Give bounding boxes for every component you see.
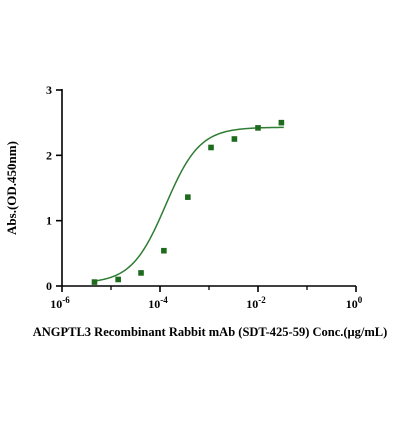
x-tick-exponent: 0 (358, 295, 363, 305)
data-point (185, 194, 191, 200)
x-tick-exponent: -2 (258, 295, 266, 305)
x-tick-label: 10-6 (50, 295, 70, 311)
y-axis-label: Abs.(OD.450nm) (4, 141, 19, 235)
x-tick-label: 100 (346, 295, 363, 311)
data-point (161, 247, 167, 254)
x-tick-exponent: -4 (160, 295, 168, 305)
x-tick-label: 10-4 (148, 295, 168, 311)
data-point (255, 125, 261, 131)
axis-labels: Abs.(OD.450nm) ANGPTL3 Recombinant Rabbi… (4, 141, 387, 339)
data-point (231, 136, 238, 142)
x-tick-exponent: -6 (62, 295, 70, 305)
x-tick-base: 10 (246, 297, 258, 311)
y-tick-label: 2 (46, 148, 52, 162)
x-tick-base: 10 (148, 297, 160, 311)
y-tick-label: 3 (46, 83, 52, 97)
x-tick-base: 10 (346, 297, 358, 311)
data-points-group (91, 119, 285, 285)
data-point (278, 119, 285, 126)
y-tick-label: 0 (46, 279, 52, 293)
x-tick-label: 10-2 (246, 295, 266, 311)
x-tick-base: 10 (50, 297, 62, 311)
y-tick-label: 1 (46, 214, 52, 228)
data-point (208, 144, 214, 151)
data-point (115, 276, 121, 283)
data-point (91, 279, 98, 285)
fit-curve-group (91, 126, 284, 283)
data-point (138, 270, 144, 276)
fit-curve (91, 126, 284, 283)
x-axis-label: ANGPTL3 Recombinant Rabbit mAb (SDT-425-… (33, 325, 388, 339)
